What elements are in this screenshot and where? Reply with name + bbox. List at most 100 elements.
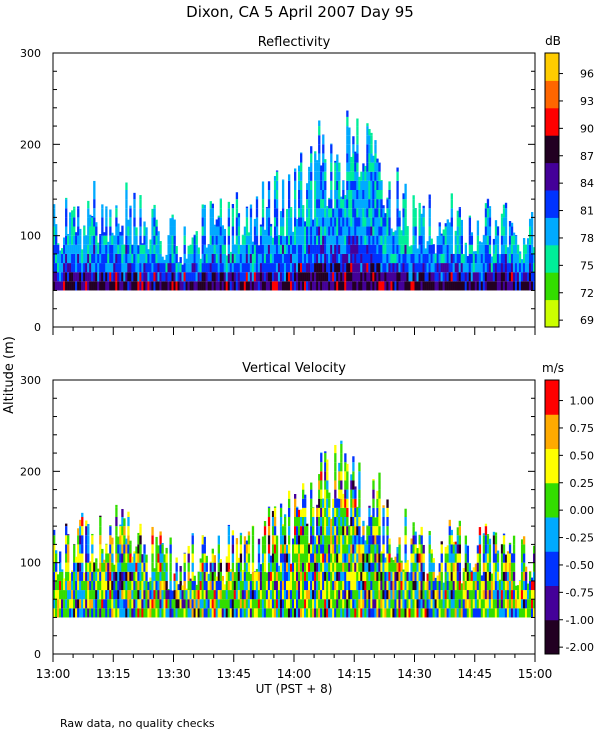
data-cell bbox=[356, 608, 359, 618]
data-cell bbox=[227, 217, 231, 227]
data-cell bbox=[502, 235, 506, 245]
data-cell bbox=[105, 599, 108, 609]
data-cell bbox=[302, 535, 305, 545]
data-cell bbox=[141, 580, 144, 591]
data-cell bbox=[304, 590, 307, 600]
data-cell bbox=[358, 562, 361, 572]
data-cell bbox=[318, 544, 321, 554]
data-cell bbox=[249, 573, 253, 581]
data-cell bbox=[374, 180, 377, 190]
data-cell bbox=[432, 558, 435, 563]
data-cell bbox=[67, 272, 70, 282]
data-cell bbox=[199, 580, 202, 591]
data-cell bbox=[157, 590, 160, 600]
data-cell bbox=[488, 206, 492, 209]
data-cell bbox=[516, 272, 520, 282]
data-cell bbox=[522, 562, 526, 572]
data-cell bbox=[93, 235, 96, 245]
data-cell bbox=[300, 608, 303, 618]
data-cell bbox=[197, 281, 200, 291]
data-cell bbox=[490, 281, 494, 291]
data-cell bbox=[237, 580, 241, 591]
data-cell bbox=[245, 226, 249, 236]
data-cell bbox=[336, 535, 339, 545]
data-cell bbox=[193, 263, 196, 273]
data-cell bbox=[426, 580, 429, 591]
data-cell bbox=[185, 588, 188, 591]
data-cell bbox=[191, 599, 194, 609]
data-cell bbox=[289, 571, 293, 581]
data-cell bbox=[285, 235, 289, 245]
colorbar-segment bbox=[545, 217, 559, 246]
data-cell bbox=[402, 235, 405, 245]
data-cell bbox=[328, 599, 331, 609]
data-cell bbox=[61, 580, 64, 591]
data-cell bbox=[298, 190, 301, 200]
data-cell bbox=[141, 599, 144, 609]
data-cell bbox=[404, 281, 407, 291]
data-cell bbox=[151, 217, 154, 227]
data-cell bbox=[442, 235, 445, 245]
data-cell bbox=[372, 244, 375, 254]
data-cell bbox=[300, 272, 303, 282]
data-cell bbox=[358, 253, 361, 264]
data-cell bbox=[253, 571, 257, 581]
data-cell bbox=[139, 599, 142, 609]
data-cell bbox=[161, 580, 164, 591]
data-cell bbox=[119, 526, 122, 536]
data-cell bbox=[364, 217, 367, 227]
data-cell bbox=[492, 535, 496, 545]
data-cell bbox=[127, 544, 130, 554]
data-cell bbox=[139, 590, 142, 600]
data-cell bbox=[404, 235, 407, 245]
data-cell bbox=[376, 507, 379, 517]
data-cell bbox=[302, 544, 305, 554]
data-cell bbox=[85, 608, 88, 618]
data-cell bbox=[239, 535, 243, 545]
data-cell bbox=[340, 489, 343, 499]
data-cell bbox=[314, 217, 317, 227]
data-cell bbox=[231, 608, 235, 618]
data-cell bbox=[73, 562, 76, 572]
data-cell bbox=[85, 562, 88, 572]
data-cell bbox=[275, 544, 279, 554]
data-cell bbox=[237, 244, 241, 254]
data-cell bbox=[211, 217, 214, 227]
data-cell bbox=[279, 281, 283, 291]
data-cell bbox=[374, 208, 377, 218]
data-cell bbox=[87, 253, 90, 264]
data-cell bbox=[422, 608, 425, 618]
data-cell bbox=[314, 590, 317, 600]
data-cell bbox=[267, 190, 271, 200]
data-cell bbox=[251, 562, 255, 572]
data-cell bbox=[173, 219, 176, 227]
data-cell bbox=[219, 253, 222, 264]
data-cell bbox=[259, 580, 263, 591]
data-cell bbox=[458, 272, 461, 282]
data-cell bbox=[486, 562, 490, 572]
data-cell bbox=[342, 190, 345, 200]
data-cell bbox=[418, 235, 421, 245]
data-cell bbox=[189, 608, 192, 618]
data-cell bbox=[452, 544, 455, 554]
data-cell bbox=[414, 571, 417, 581]
data-cell bbox=[338, 480, 341, 490]
data-cell bbox=[225, 599, 229, 609]
data-cell bbox=[334, 517, 337, 527]
data-cell bbox=[269, 571, 273, 581]
data-cell bbox=[358, 590, 361, 600]
data-cell bbox=[85, 526, 88, 536]
data-cell bbox=[155, 281, 158, 291]
data-cell bbox=[362, 235, 365, 245]
data-cell bbox=[390, 571, 393, 581]
data-cell bbox=[183, 253, 186, 264]
data-cell bbox=[500, 599, 504, 609]
data-cell bbox=[239, 263, 243, 273]
data-cell bbox=[516, 253, 520, 264]
data-cell bbox=[117, 608, 120, 618]
data-cell bbox=[93, 272, 96, 282]
data-cell bbox=[420, 217, 423, 227]
data-cell bbox=[163, 608, 166, 618]
data-cell bbox=[426, 244, 429, 254]
data-cell bbox=[294, 535, 297, 545]
